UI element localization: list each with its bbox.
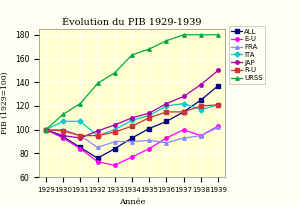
ALL (130, 137, 134, 139)
ALL (147, 127, 151, 130)
JAP (165, 102, 168, 105)
E-U (61, 137, 65, 139)
R-U (199, 105, 203, 107)
JAP (113, 124, 117, 126)
URSS (44, 129, 48, 131)
Line: ALL: ALL (44, 84, 220, 160)
ITA (182, 102, 185, 105)
R-U (79, 134, 82, 137)
JAP (130, 117, 134, 119)
Legend: ALL, E-U, FRA, ITA, JAP, R-U, URSS: ALL, E-U, FRA, ITA, JAP, R-U, URSS (229, 26, 266, 84)
URSS (216, 34, 220, 36)
URSS (96, 82, 99, 85)
FRA (44, 129, 48, 131)
URSS (61, 113, 65, 116)
URSS (79, 102, 82, 105)
ITA (96, 134, 99, 137)
ITA (61, 120, 65, 123)
ALL (44, 129, 48, 131)
FRA (182, 137, 185, 139)
E-U (216, 125, 220, 127)
R-U (216, 104, 220, 106)
E-U (113, 164, 117, 166)
Line: ITA: ITA (44, 102, 220, 137)
Line: URSS: URSS (44, 33, 220, 131)
E-U (79, 147, 82, 150)
ITA (130, 119, 134, 122)
FRA (199, 134, 203, 137)
E-U (44, 129, 48, 131)
FRA (61, 129, 65, 131)
Y-axis label: PIB (1929=100): PIB (1929=100) (1, 72, 9, 134)
URSS (182, 34, 185, 36)
R-U (61, 130, 65, 132)
FRA (96, 146, 99, 149)
JAP (216, 69, 220, 72)
ITA (165, 105, 168, 107)
R-U (147, 117, 151, 119)
JAP (79, 137, 82, 139)
FRA (147, 139, 151, 142)
FRA (79, 134, 82, 137)
R-U (165, 111, 168, 113)
X-axis label: Année: Année (119, 198, 145, 206)
ALL (113, 147, 117, 150)
E-U (147, 147, 151, 150)
R-U (182, 111, 185, 113)
ALL (165, 120, 168, 123)
E-U (96, 160, 99, 163)
JAP (147, 112, 151, 114)
E-U (182, 129, 185, 131)
ITA (44, 129, 48, 131)
ALL (216, 84, 220, 87)
ITA (113, 129, 117, 131)
FRA (165, 142, 168, 144)
FRA (130, 140, 134, 143)
ALL (79, 146, 82, 149)
ALL (182, 111, 185, 113)
URSS (113, 71, 117, 74)
R-U (113, 131, 117, 133)
JAP (44, 129, 48, 131)
Line: R-U: R-U (44, 103, 220, 137)
ALL (199, 99, 203, 101)
Line: E-U: E-U (44, 124, 220, 167)
E-U (130, 156, 134, 158)
ITA (147, 114, 151, 117)
R-U (44, 129, 48, 131)
URSS (165, 40, 168, 42)
JAP (199, 83, 203, 86)
E-U (199, 134, 203, 137)
Line: JAP: JAP (44, 69, 220, 140)
URSS (199, 34, 203, 36)
ALL (61, 136, 65, 138)
ITA (79, 120, 82, 123)
FRA (113, 140, 117, 143)
JAP (61, 134, 65, 137)
ITA (199, 108, 203, 111)
Title: Évolution du PIB 1929-1939: Évolution du PIB 1929-1939 (62, 18, 202, 27)
URSS (147, 48, 151, 50)
R-U (96, 134, 99, 137)
ALL (96, 157, 99, 159)
E-U (165, 137, 168, 139)
URSS (130, 54, 134, 56)
FRA (216, 126, 220, 129)
JAP (96, 130, 99, 132)
ITA (216, 104, 220, 106)
R-U (130, 125, 134, 127)
JAP (182, 95, 185, 98)
Line: FRA: FRA (44, 126, 220, 149)
